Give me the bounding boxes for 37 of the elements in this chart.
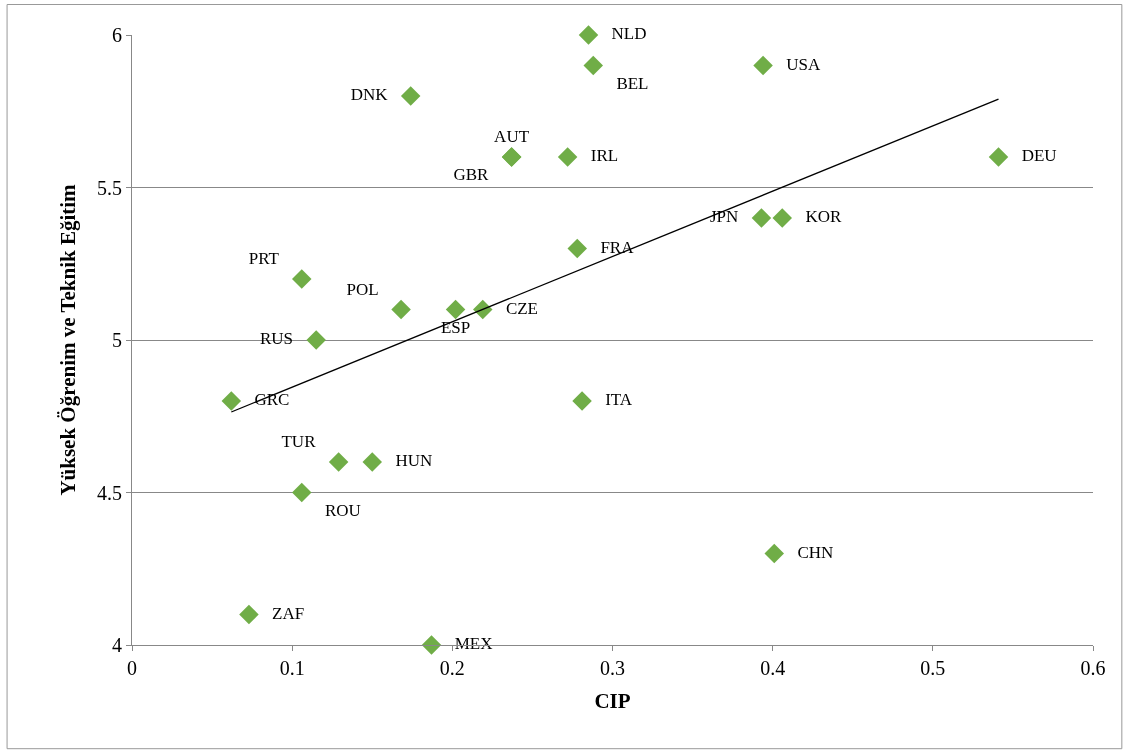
data-label: CZE bbox=[493, 298, 538, 318]
data-label: ITA bbox=[592, 390, 633, 410]
data-label: ZAF bbox=[259, 603, 305, 623]
y-tick-label: 6 bbox=[112, 24, 122, 46]
data-label: FRA bbox=[587, 237, 635, 257]
y-axis-title: Yüksek Öğrenim ve Teknik Eğitim bbox=[56, 183, 81, 496]
data-label: GBR bbox=[453, 165, 502, 185]
x-tick-label: 0.2 bbox=[439, 657, 465, 679]
data-label: IRL bbox=[578, 146, 619, 166]
data-label: BEL bbox=[603, 73, 649, 93]
y-tick-label: 4 bbox=[112, 634, 122, 656]
data-label: TUR bbox=[281, 432, 329, 452]
x-axis-title: CIP bbox=[594, 689, 631, 714]
y-tick-label: 5 bbox=[112, 329, 122, 351]
data-label: GRC bbox=[241, 390, 290, 410]
data-label: RUS bbox=[259, 329, 306, 349]
data-label: DEU bbox=[1008, 146, 1057, 166]
data-label: USA bbox=[773, 54, 821, 74]
data-label: DNK bbox=[350, 85, 401, 105]
x-tick-label: 0 bbox=[127, 657, 137, 679]
data-label: NLD bbox=[598, 24, 647, 44]
data-label: JPN bbox=[709, 207, 752, 227]
data-label: ROU bbox=[312, 500, 361, 520]
x-tick-label: 0.1 bbox=[279, 657, 305, 679]
data-label: HUN bbox=[382, 451, 433, 471]
y-tick-label: 5.5 bbox=[97, 176, 122, 199]
y-tick-label: 4.5 bbox=[97, 481, 122, 504]
data-label: PRT bbox=[248, 249, 292, 269]
x-tick-label: 0.4 bbox=[760, 657, 786, 679]
x-tick-label: 0.3 bbox=[600, 657, 625, 679]
x-tick-label: 0.5 bbox=[920, 657, 946, 679]
data-label: CHN bbox=[784, 542, 834, 562]
data-label: KOR bbox=[792, 207, 842, 227]
data-label: ESP bbox=[440, 317, 471, 337]
data-label: AUT bbox=[494, 127, 530, 147]
x-tick-label: 0.6 bbox=[1080, 657, 1106, 679]
data-label: POL bbox=[346, 279, 391, 299]
